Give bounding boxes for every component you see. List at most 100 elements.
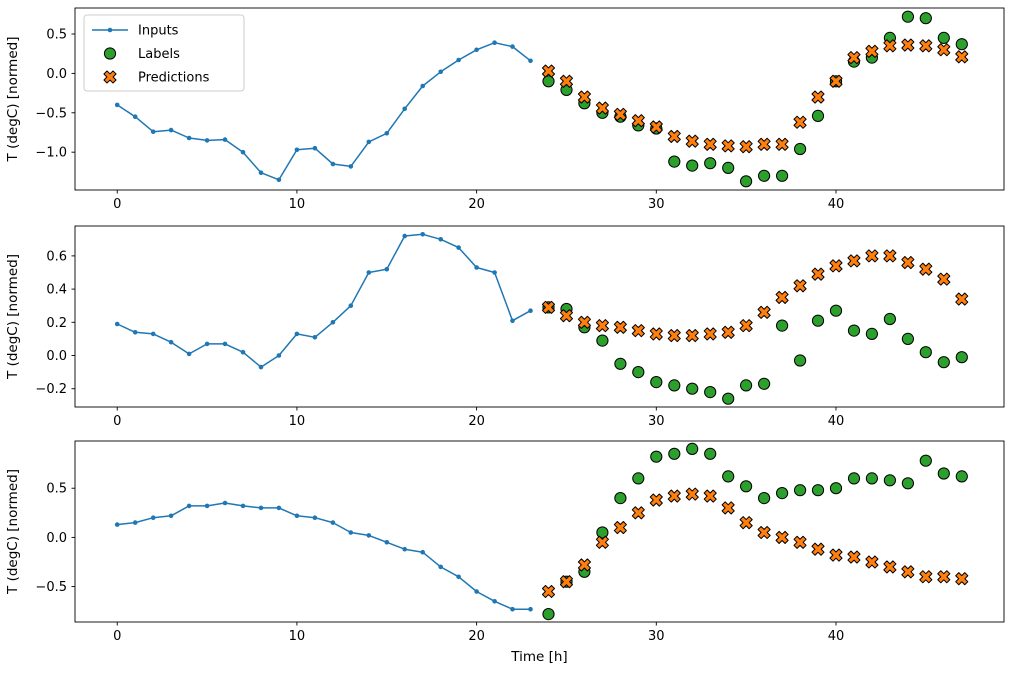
legend-entry-predictions: Predictions: [103, 70, 210, 86]
prediction-point: [775, 290, 789, 304]
x-tick-label: 10: [289, 629, 306, 644]
legend: Inputs Labels Predictions: [83, 14, 245, 92]
input-point: [474, 265, 479, 270]
label-point: [901, 477, 915, 490]
label-point: [704, 447, 717, 460]
prediction-point: [793, 535, 807, 549]
label-point: [901, 10, 915, 23]
input-point: [240, 503, 246, 509]
prediction-point: [955, 50, 969, 64]
input-point: [384, 266, 390, 272]
subplot-1: 0 10 20 30 40 −1.0 −0.5 0.0 0.5 T (degC) [normed]: [5, 7, 1005, 212]
input-point: [456, 245, 461, 250]
prediction-point: [829, 548, 843, 562]
label-point: [955, 351, 968, 364]
predictions-series: [541, 487, 969, 599]
prediction-point: [937, 272, 951, 286]
label-point: [847, 472, 861, 485]
label-point: [722, 470, 735, 483]
label-point: [758, 377, 771, 390]
label-point: [740, 480, 753, 493]
x-tick-label: 10: [289, 414, 306, 429]
legend-entry-label: Labels: [138, 47, 180, 62]
label-point: [596, 334, 609, 347]
input-point: [420, 549, 426, 555]
y-tick-label: 0.5: [46, 28, 67, 43]
label-point: [542, 608, 555, 621]
label-point: [883, 474, 897, 487]
label-point: [937, 31, 950, 45]
label-point: [901, 332, 915, 345]
input-point: [492, 40, 497, 45]
prediction-point: [577, 90, 591, 104]
prediction-point: [595, 101, 609, 115]
prediction-point: [739, 319, 753, 333]
label-point: [937, 356, 950, 369]
input-point: [276, 177, 282, 183]
label-point: [704, 157, 717, 170]
prediction-point: [793, 279, 807, 293]
input-point: [330, 161, 336, 167]
label-point: [811, 109, 825, 123]
input-point: [330, 320, 336, 325]
prediction-point: [793, 115, 807, 129]
prediction-point: [829, 74, 843, 88]
prediction-point: [703, 137, 717, 151]
input-point: [492, 270, 497, 275]
prediction-point: [901, 38, 915, 52]
input-point: [204, 503, 210, 509]
input-point: [258, 364, 264, 370]
x-tick-label: 40: [828, 629, 845, 644]
input-point: [312, 515, 318, 520]
prediction-point: [901, 255, 915, 270]
input-point: [528, 58, 533, 64]
input-point: [258, 170, 264, 175]
input-point: [456, 574, 461, 580]
prediction-point: [721, 325, 735, 339]
legend-circle-sample: [103, 47, 117, 60]
prediction-point: [721, 501, 735, 515]
input-point: [510, 44, 515, 49]
x-tick-label: 40: [828, 197, 845, 212]
label-point: [668, 155, 681, 168]
label-point: [596, 526, 609, 539]
input-point: [402, 546, 408, 552]
input-point: [528, 606, 533, 612]
input-point: [438, 564, 444, 570]
input-point: [204, 138, 210, 143]
prediction-point: [865, 555, 879, 569]
input-point: [132, 330, 138, 335]
prediction-point: [559, 309, 574, 323]
x-tick-label: 20: [468, 414, 485, 429]
label-point: [704, 386, 717, 399]
label-point: [632, 472, 645, 485]
input-point: [492, 599, 497, 604]
label-point: [632, 366, 645, 379]
input-point: [240, 149, 246, 155]
label-point: [919, 454, 932, 467]
prediction-point: [775, 530, 789, 544]
prediction-point: [919, 262, 933, 276]
label-point: [668, 379, 681, 392]
input-point: [168, 513, 174, 519]
input-point: [348, 303, 354, 309]
y-tick-label: 0.5: [46, 482, 67, 497]
legend-dot-sample: [107, 27, 113, 33]
label-point: [776, 319, 789, 332]
input-point: [114, 522, 120, 527]
prediction-point: [739, 516, 753, 530]
y-axis-label: T (degC) [normed]: [5, 254, 21, 380]
input-point: [474, 47, 479, 53]
prediction-point: [811, 90, 825, 104]
input-point: [168, 127, 174, 133]
label-point: [668, 447, 681, 460]
label-point: [955, 38, 968, 51]
label-point: [829, 482, 843, 495]
label-point: [650, 376, 663, 389]
y-tick-label: 0.0: [46, 349, 67, 364]
label-point: [722, 392, 735, 405]
prediction-point: [757, 305, 771, 319]
input-point: [312, 335, 318, 340]
input-point: [114, 102, 120, 108]
